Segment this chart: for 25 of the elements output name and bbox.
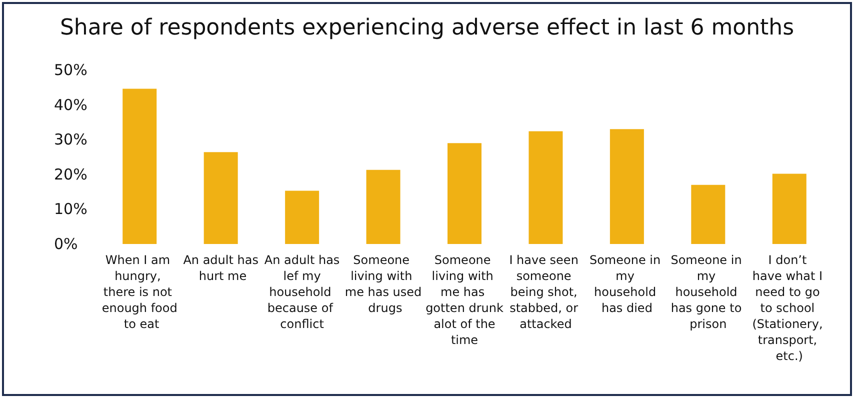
y-tick-label: 20% bbox=[54, 165, 88, 184]
bar bbox=[366, 170, 400, 244]
x-tick-label: When I am hungry, there is not enough food to eat bbox=[102, 253, 178, 331]
x-tick-label: An adult has lef my household because of conflict bbox=[264, 253, 340, 331]
bar bbox=[122, 88, 157, 244]
bar bbox=[285, 190, 320, 244]
bar bbox=[528, 131, 563, 244]
y-tick-label: 40% bbox=[54, 96, 88, 114]
bar bbox=[204, 152, 238, 244]
bar bbox=[772, 174, 806, 244]
bar bbox=[448, 143, 482, 244]
x-tick-label: Someone living with me has used drugs bbox=[344, 253, 422, 315]
x-tick-label: I have seen someone being shot, stabbed, or attacked bbox=[509, 253, 582, 331]
y-tick-label: 50% bbox=[54, 61, 88, 79]
x-tick-label: I don’t have what I need to go to school (Stationery, transport, etc.) bbox=[752, 253, 827, 363]
y-tick-label: 0% bbox=[54, 235, 78, 253]
x-tick-label: Someone in my household has died bbox=[589, 253, 664, 315]
y-tick-label: 10% bbox=[54, 200, 88, 218]
x-tick-label: Someone living with me has gotten drunk alot of the time bbox=[426, 253, 504, 347]
x-tick-label: Someone in my household has gone to prison bbox=[670, 253, 746, 331]
bar bbox=[691, 184, 726, 244]
y-tick-label: 30% bbox=[54, 130, 88, 149]
x-tick-label: An adult has hurt me bbox=[183, 253, 258, 283]
bar bbox=[610, 129, 644, 244]
chart-title: Share of respondents experiencing adverse effect in last 6 months bbox=[60, 16, 794, 40]
